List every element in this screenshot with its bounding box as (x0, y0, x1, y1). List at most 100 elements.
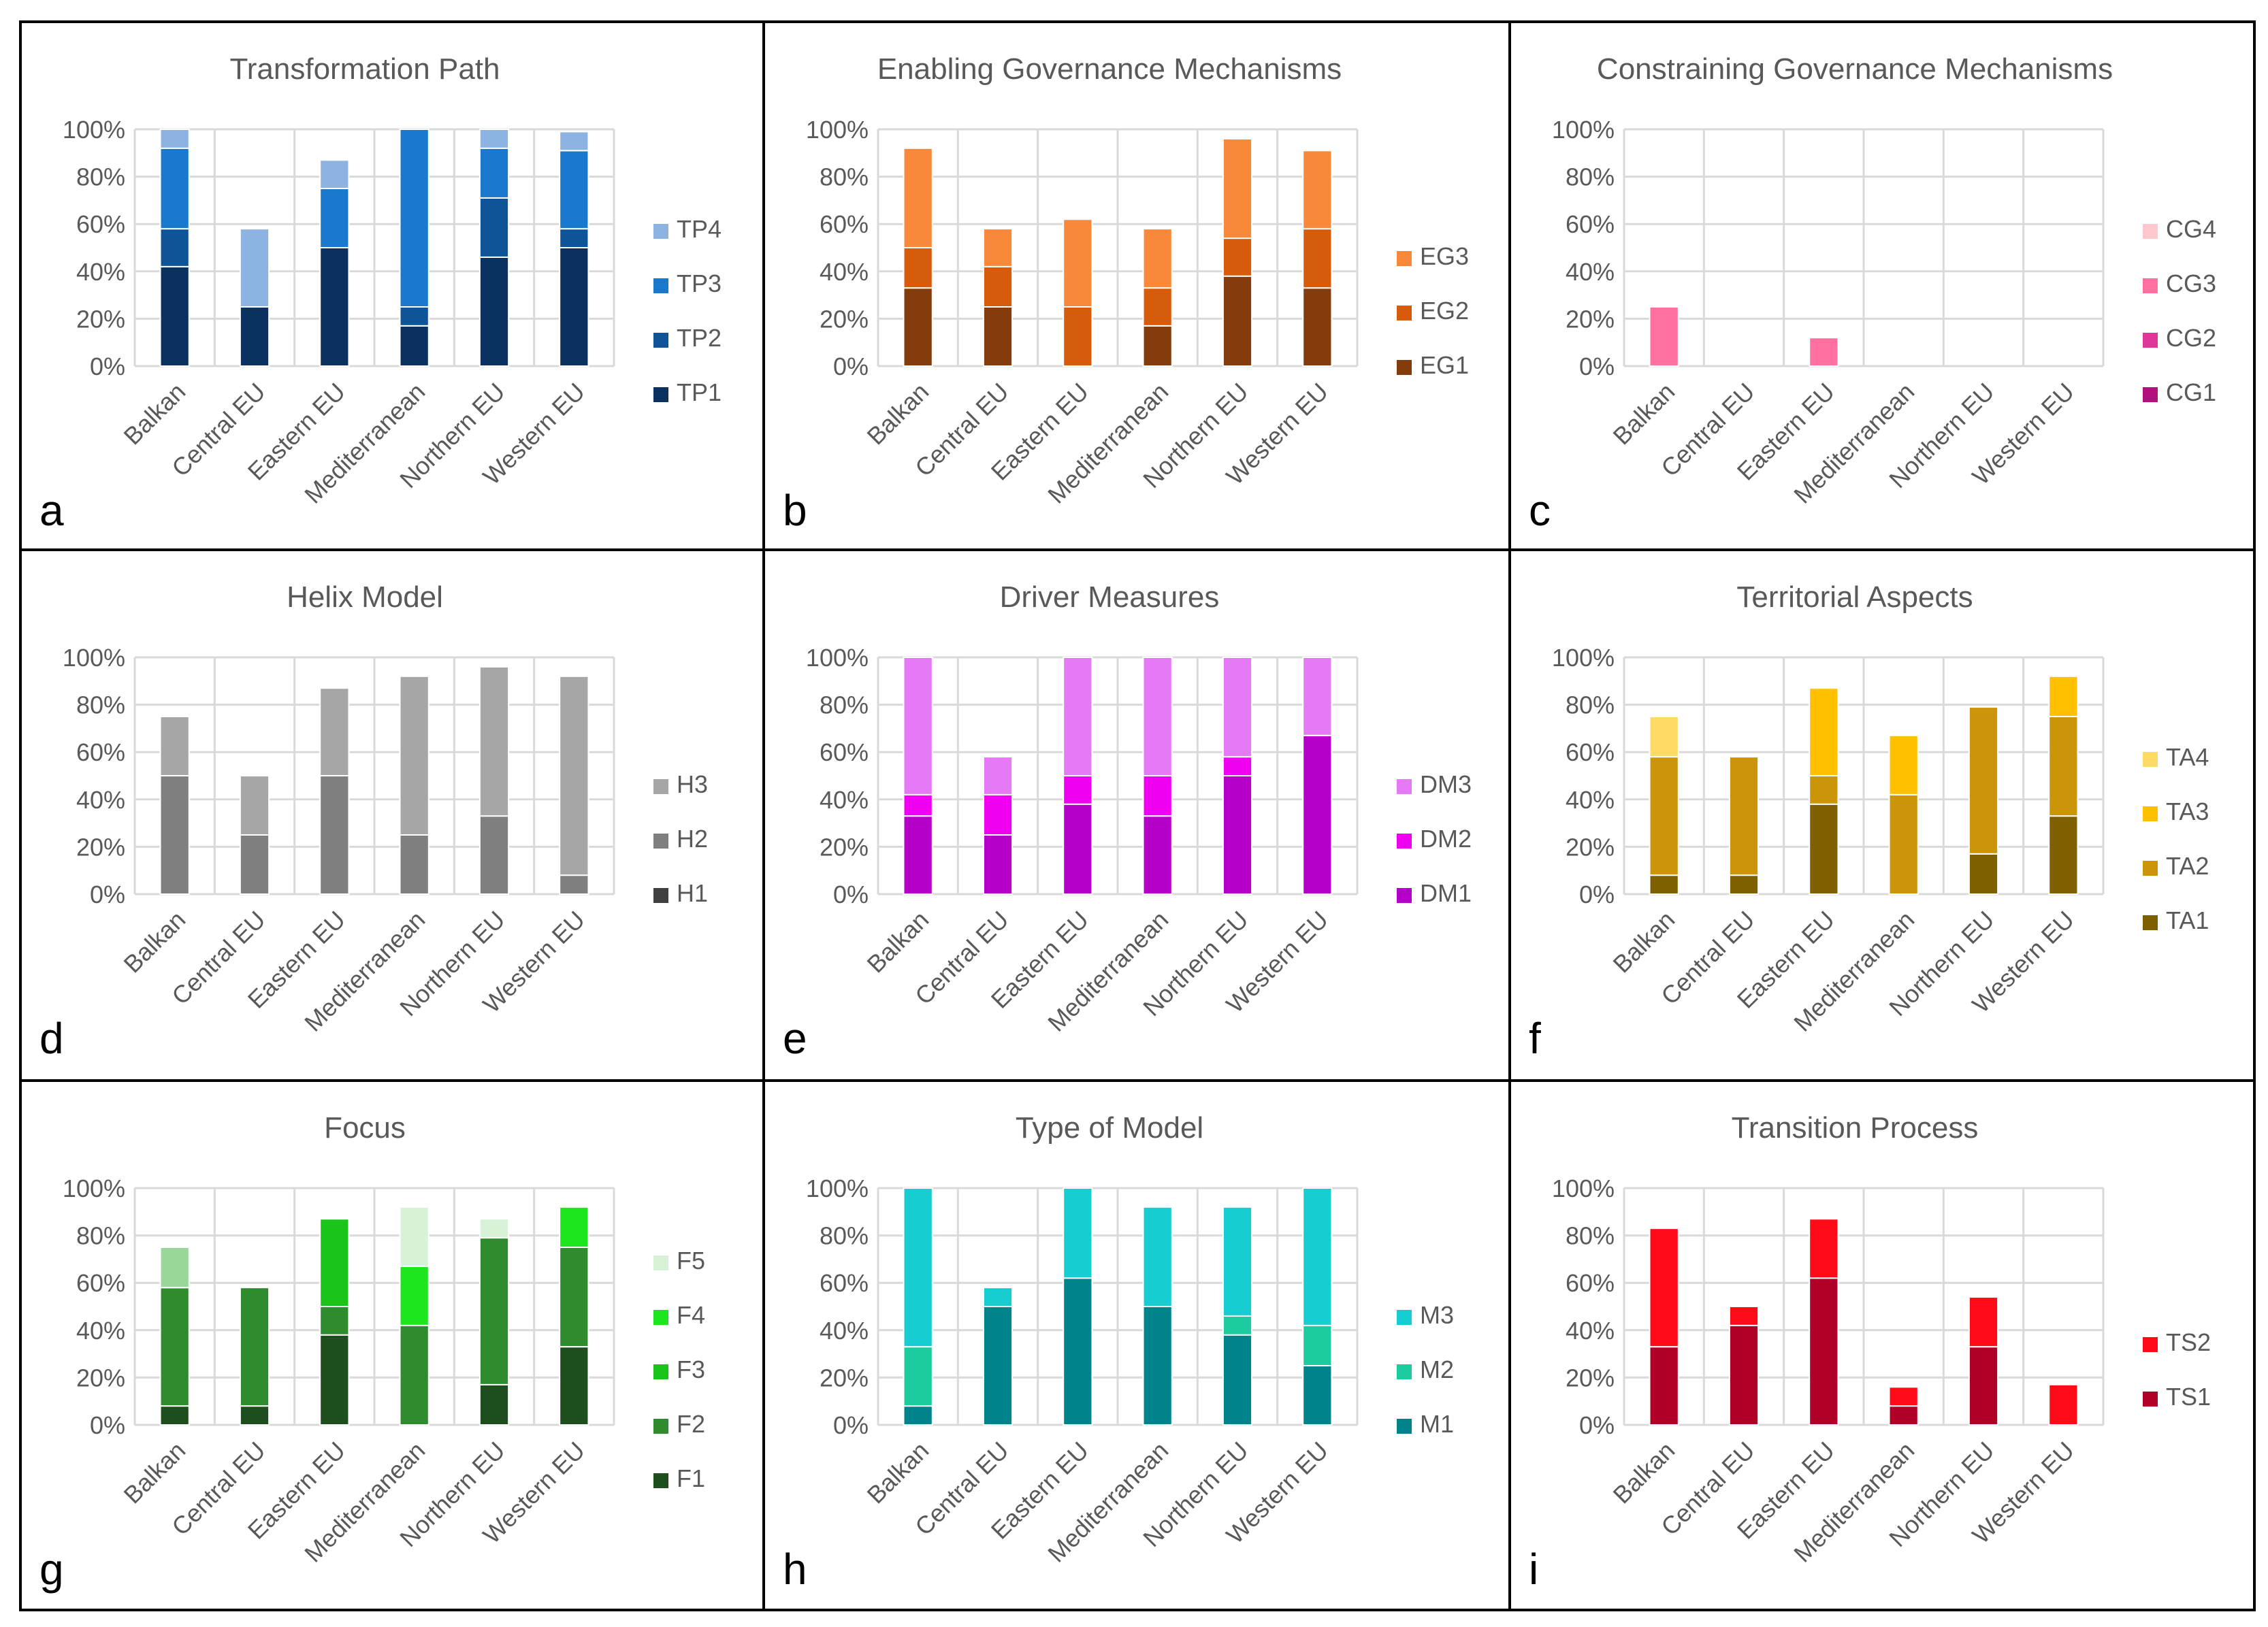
y-tick-label: 20% (76, 1364, 125, 1392)
bar-segment (1142, 815, 1173, 895)
bar-segment (479, 1237, 510, 1385)
legend-label: EG1 (1420, 351, 1469, 379)
bar-segment (1142, 1206, 1173, 1307)
legend-swatch (2143, 387, 2158, 402)
bar-segment (1809, 1218, 1839, 1279)
legend-label: TP4 (677, 215, 722, 243)
bar-segment (1063, 1277, 1093, 1426)
bar-segment (1649, 756, 1679, 876)
bar-segment (903, 147, 933, 248)
legend-label: CG4 (2166, 215, 2216, 243)
bar-segment (1222, 1315, 1253, 1336)
bar-segment (479, 129, 510, 149)
chart-title: Enabling Governance Mechanisms (877, 52, 1342, 86)
bar-segment (1649, 306, 1679, 367)
bar-segment (1302, 150, 1333, 230)
legend-swatch (1397, 251, 1412, 266)
legend-label: TA4 (2166, 743, 2209, 771)
y-tick-label: 40% (76, 258, 125, 286)
bar-segment (1063, 657, 1093, 776)
y-tick-label: 0% (90, 352, 125, 380)
legend-swatch (2143, 278, 2158, 293)
legend-swatch (653, 1310, 668, 1325)
legend-swatch (2143, 915, 2158, 930)
bar-segment (239, 228, 270, 308)
y-tick-label: 60% (1566, 738, 1615, 766)
bar-segment (1728, 756, 1760, 876)
bar-segment (1302, 1365, 1333, 1426)
legend-swatch (653, 387, 668, 402)
bar-segment (239, 1405, 270, 1426)
legend-label: DM2 (1420, 825, 1472, 853)
legend-label: DM3 (1420, 770, 1472, 798)
bar-segment (1222, 137, 1253, 240)
bar-segment (479, 1383, 510, 1426)
y-tick-label: 40% (76, 786, 125, 814)
y-tick-label: 100% (63, 1174, 125, 1202)
bar-segment (239, 1287, 270, 1407)
panel-letter: g (39, 1545, 64, 1594)
legend-label: TS1 (2166, 1383, 2211, 1411)
y-tick-label: 20% (820, 833, 869, 861)
bar-segment (319, 188, 350, 248)
bar-segment (1649, 1346, 1679, 1426)
bar-segment (1063, 1187, 1093, 1279)
y-tick-label: 100% (1552, 1174, 1615, 1202)
y-tick-label: 20% (820, 305, 869, 333)
bar-segment (1968, 706, 1999, 855)
y-tick-label: 60% (820, 1269, 869, 1297)
legend-label: TP2 (677, 324, 722, 352)
bar-segment (1649, 874, 1679, 895)
legend-label: CG1 (2166, 378, 2216, 406)
bar-segment (1222, 1334, 1253, 1426)
y-tick-label: 60% (1566, 1269, 1615, 1297)
bar-segment (1888, 734, 1919, 795)
bar-segment (903, 1187, 933, 1348)
bar-segment (1728, 1306, 1760, 1326)
bar-segment (1063, 803, 1093, 895)
legend-label: F5 (677, 1247, 705, 1275)
legend-label: TA2 (2166, 852, 2209, 880)
bar-segment (1809, 775, 1839, 805)
bar-segment (1809, 687, 1839, 776)
bar-segment (1063, 306, 1093, 367)
y-tick-label: 80% (76, 163, 125, 191)
bar-segment (982, 1306, 1014, 1426)
bar-segment (903, 1346, 933, 1407)
panel-letter: d (39, 1014, 64, 1063)
legend-swatch (653, 1473, 668, 1488)
bar-segment (559, 131, 589, 152)
bar-segment (239, 775, 270, 836)
chart-title: Type of Model (1016, 1111, 1203, 1145)
panel-letter: i (1529, 1545, 1538, 1594)
panel-letter: b (783, 486, 807, 535)
y-tick-label: 60% (76, 1269, 125, 1297)
y-tick-label: 20% (1566, 833, 1615, 861)
bar-segment (159, 716, 190, 776)
bar-segment (1142, 1306, 1173, 1426)
bar-segment (1142, 287, 1173, 327)
bar-segment (319, 1306, 350, 1336)
bar-segment (2048, 1383, 2079, 1426)
legend-swatch (1397, 360, 1412, 375)
bar-segment (1888, 1405, 1919, 1426)
bar-segment (159, 775, 190, 895)
y-tick-label: 80% (1566, 691, 1615, 719)
legend-label: CG2 (2166, 324, 2216, 352)
bar-segment (399, 325, 430, 367)
outer-border (19, 20, 2256, 1611)
bar-segment (982, 793, 1014, 836)
legend-label: F1 (677, 1464, 705, 1492)
y-tick-label: 0% (90, 1411, 125, 1439)
y-tick-label: 20% (820, 1364, 869, 1392)
legend-swatch (653, 834, 668, 849)
bar-segment (159, 265, 190, 367)
bar-segment (399, 1206, 430, 1267)
legend-label: TA3 (2166, 798, 2209, 825)
bar-segment (479, 256, 510, 367)
legend-label: H3 (677, 770, 708, 798)
bar-segment (1222, 657, 1253, 758)
legend-label: EG2 (1420, 297, 1469, 325)
legend-label: F4 (677, 1301, 705, 1329)
bar-segment (559, 675, 589, 876)
